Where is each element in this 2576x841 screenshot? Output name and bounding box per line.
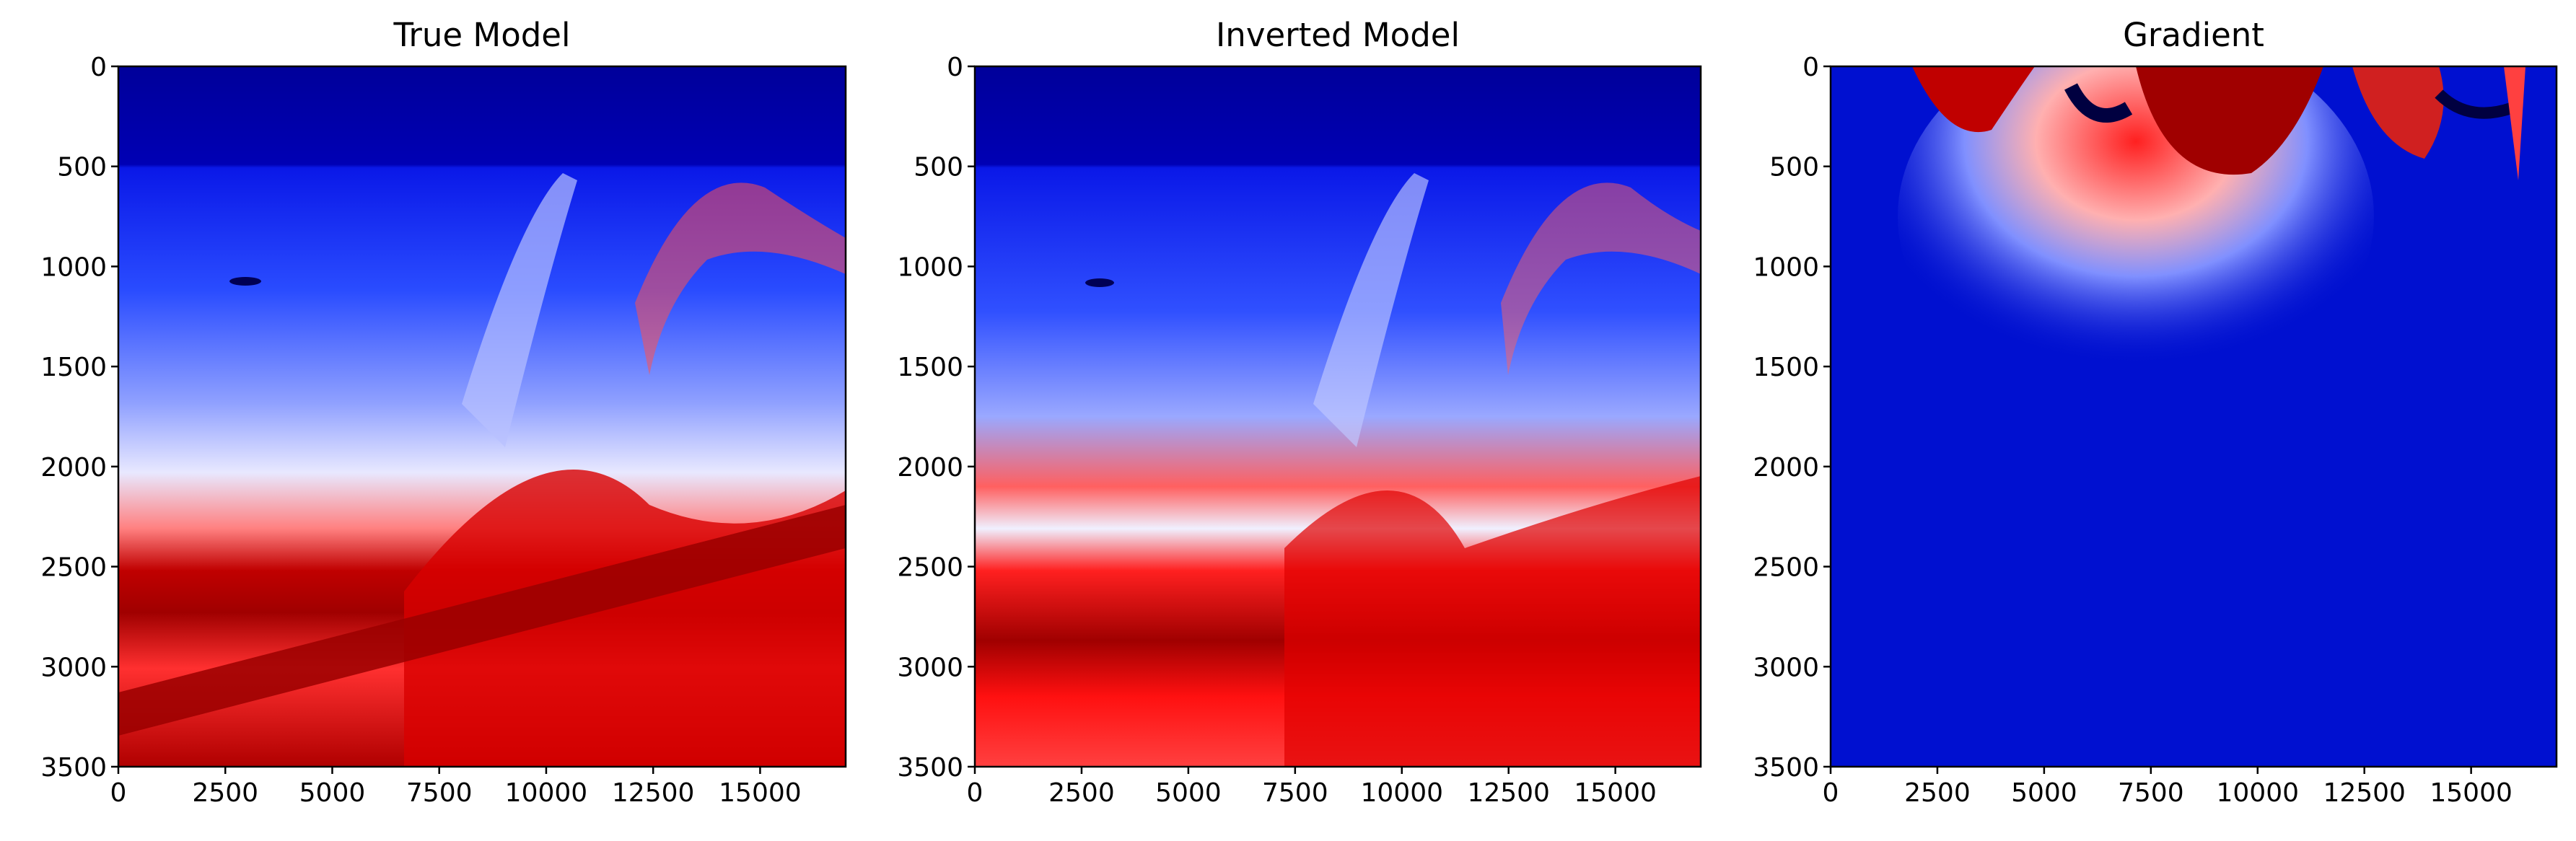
y-tick-label: 0 [1802, 53, 1819, 82]
x-tick-label: 10000 [2216, 778, 2299, 808]
x-tick-label: 0 [1823, 778, 1839, 808]
panel-1-image [118, 66, 846, 767]
panel-true-model: True Model 0 2500 5000 7500 10000 12500 15000 … [40, 16, 847, 808]
panel-inverted-model: Inverted Model 0 2500 5000 7500 10000 12500 15… [897, 16, 1702, 808]
y-tick-label: 500 [914, 153, 963, 182]
panel-3-yticks: 0 500 1000 1500 2000 2500 3000 3500 [1753, 53, 1831, 783]
panel-1-title: True Model [393, 16, 571, 54]
x-tick-label: 15000 [2430, 778, 2513, 808]
y-tick-label: 0 [90, 53, 107, 82]
y-tick-label: 1500 [40, 353, 107, 382]
x-tick-label: 12500 [2323, 778, 2406, 808]
y-tick-label: 1000 [40, 252, 107, 282]
y-tick-label: 2000 [897, 453, 963, 483]
x-tick-label: 15000 [719, 778, 802, 808]
x-tick-label: 7500 [2118, 778, 2184, 808]
panel-2-frame [973, 65, 1702, 768]
y-tick-label: 2500 [1753, 553, 1819, 583]
panel-3-image [1831, 66, 2557, 767]
x-tick-label: 0 [967, 778, 983, 808]
x-tick-label: 2500 [1904, 778, 1971, 808]
y-tick-label: 2000 [1753, 453, 1819, 483]
y-tick-label: 3000 [1753, 653, 1819, 682]
x-tick-label: 7500 [1262, 778, 1328, 808]
x-tick-label: 0 [110, 778, 127, 808]
y-tick-label: 2500 [40, 553, 107, 583]
panel-gradient: Gradient 0 2500 5000 7500 10000 12500 15000 0 5… [1753, 16, 2558, 808]
y-tick-label: 2500 [897, 553, 963, 583]
x-tick-label: 12500 [1467, 778, 1550, 808]
panel-3-title: Gradient [2123, 16, 2264, 54]
x-tick-label: 12500 [612, 778, 695, 808]
x-tick-label: 15000 [1574, 778, 1657, 808]
y-tick-label: 3000 [897, 653, 963, 682]
x-tick-label: 5000 [299, 778, 366, 808]
y-tick-label: 1500 [1753, 353, 1819, 382]
x-tick-label: 7500 [406, 778, 473, 808]
panel-1-frame [117, 65, 847, 768]
y-tick-label: 3000 [40, 653, 107, 682]
panel-3-frame [1829, 65, 2558, 768]
y-tick-label: 3500 [40, 753, 107, 783]
panel-2-xticks: 0 2500 5000 7500 10000 12500 15000 [967, 767, 1657, 808]
y-tick-label: 1500 [897, 353, 963, 382]
y-tick-label: 0 [947, 53, 963, 82]
y-tick-label: 1000 [1753, 252, 1819, 282]
panel-2-title: Inverted Model [1216, 16, 1460, 54]
x-tick-label: 10000 [1360, 778, 1443, 808]
x-tick-label: 10000 [505, 778, 588, 808]
panel-2-image [975, 66, 1701, 767]
y-tick-label: 2000 [40, 453, 107, 483]
y-tick-label: 3500 [1753, 753, 1819, 783]
x-tick-label: 2500 [192, 778, 258, 808]
panel-2-yticks: 0 500 1000 1500 2000 2500 3000 3500 [897, 53, 975, 783]
x-tick-label: 2500 [1048, 778, 1115, 808]
x-tick-label: 5000 [2011, 778, 2077, 808]
panel-1-yticks: 0 500 1000 1500 2000 2500 3000 3500 [40, 53, 118, 783]
y-tick-label: 500 [1769, 153, 1819, 182]
y-tick-label: 3500 [897, 753, 963, 783]
x-tick-label: 5000 [1155, 778, 1222, 808]
panel-1-xticks: 0 2500 5000 7500 10000 12500 15000 [110, 767, 802, 808]
y-tick-label: 500 [57, 153, 107, 182]
panel-3-xticks: 0 2500 5000 7500 10000 12500 15000 [1823, 767, 2513, 808]
y-tick-label: 1000 [897, 252, 963, 282]
